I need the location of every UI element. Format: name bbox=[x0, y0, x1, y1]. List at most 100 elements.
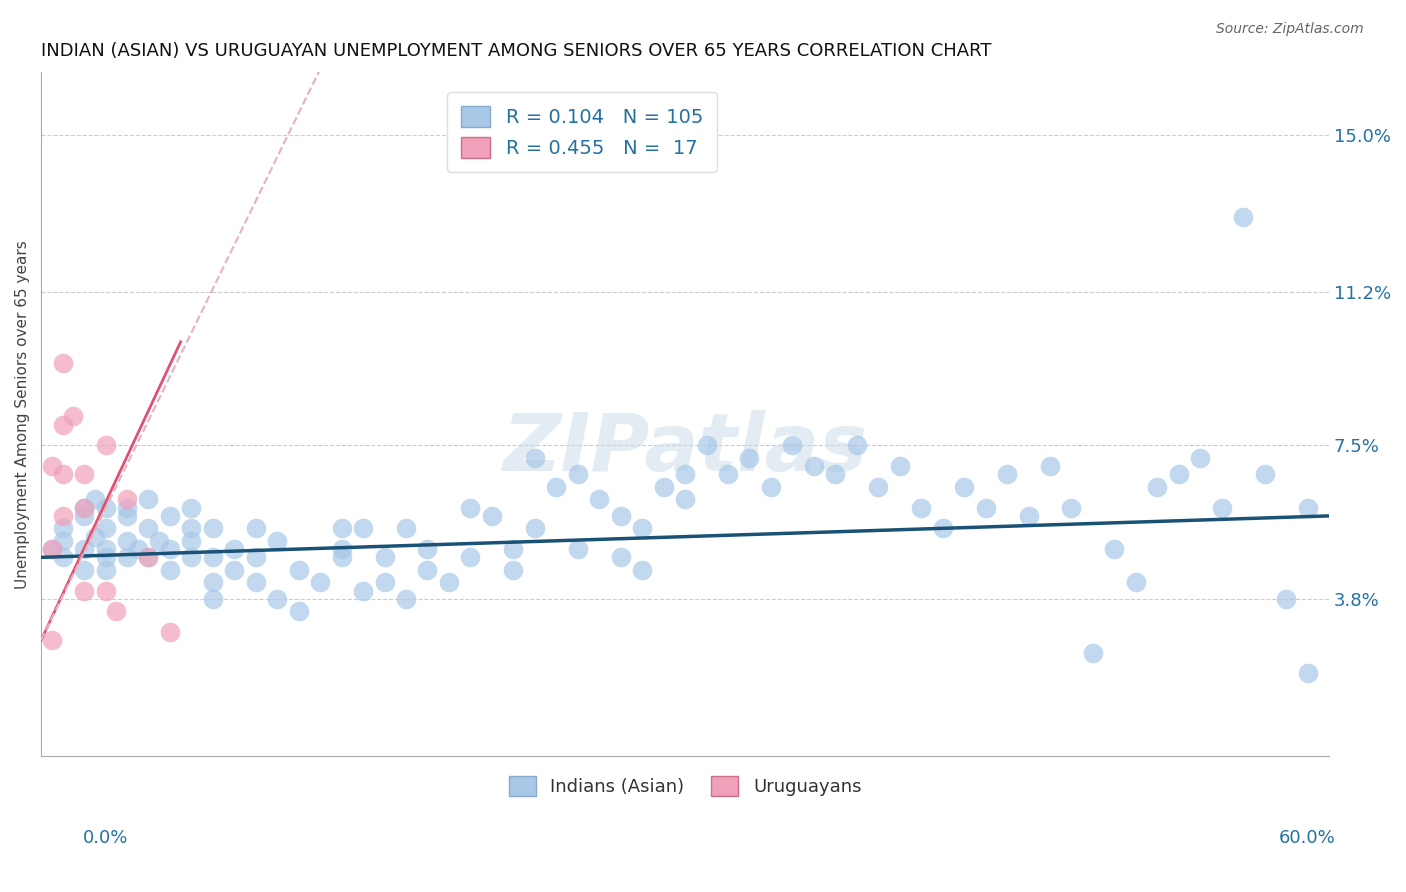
Point bbox=[115, 508, 138, 523]
Point bbox=[138, 550, 160, 565]
Point bbox=[245, 575, 267, 590]
Point bbox=[1125, 575, 1147, 590]
Point bbox=[717, 467, 740, 482]
Point bbox=[94, 521, 117, 535]
Point bbox=[41, 542, 63, 557]
Point bbox=[1232, 211, 1254, 225]
Point bbox=[180, 521, 202, 535]
Point bbox=[1060, 500, 1083, 515]
Point bbox=[41, 459, 63, 474]
Point bbox=[201, 575, 224, 590]
Point bbox=[52, 550, 75, 565]
Point bbox=[94, 563, 117, 577]
Point bbox=[41, 542, 63, 557]
Point bbox=[910, 500, 932, 515]
Point bbox=[159, 542, 181, 557]
Point bbox=[673, 467, 696, 482]
Point bbox=[330, 542, 353, 557]
Point bbox=[609, 550, 631, 565]
Point bbox=[52, 521, 75, 535]
Point bbox=[953, 480, 976, 494]
Point bbox=[224, 542, 246, 557]
Point bbox=[502, 542, 524, 557]
Point bbox=[1189, 450, 1212, 465]
Point bbox=[631, 521, 654, 535]
Point bbox=[374, 575, 396, 590]
Point bbox=[94, 438, 117, 452]
Point bbox=[759, 480, 782, 494]
Point bbox=[845, 438, 868, 452]
Point bbox=[73, 500, 96, 515]
Point bbox=[73, 583, 96, 598]
Point bbox=[974, 500, 997, 515]
Point bbox=[105, 604, 128, 618]
Point bbox=[201, 591, 224, 606]
Point bbox=[159, 624, 181, 639]
Point bbox=[41, 633, 63, 648]
Point bbox=[1211, 500, 1233, 515]
Point bbox=[201, 521, 224, 535]
Point bbox=[52, 417, 75, 432]
Point bbox=[115, 533, 138, 548]
Point bbox=[696, 438, 718, 452]
Point bbox=[180, 550, 202, 565]
Point bbox=[567, 542, 589, 557]
Text: ZIPatlas: ZIPatlas bbox=[502, 409, 868, 488]
Point bbox=[1039, 459, 1062, 474]
Legend: Indians (Asian), Uruguayans: Indians (Asian), Uruguayans bbox=[499, 767, 870, 805]
Point bbox=[94, 500, 117, 515]
Point bbox=[824, 467, 846, 482]
Point bbox=[94, 550, 117, 565]
Point bbox=[287, 563, 309, 577]
Point bbox=[127, 542, 149, 557]
Point bbox=[1146, 480, 1168, 494]
Point bbox=[330, 550, 353, 565]
Point bbox=[1275, 591, 1298, 606]
Point bbox=[523, 521, 546, 535]
Text: Source: ZipAtlas.com: Source: ZipAtlas.com bbox=[1216, 22, 1364, 37]
Point bbox=[782, 438, 804, 452]
Point bbox=[868, 480, 890, 494]
Point bbox=[52, 355, 75, 369]
Point bbox=[52, 467, 75, 482]
Point bbox=[52, 508, 75, 523]
Point bbox=[352, 583, 374, 598]
Point bbox=[73, 563, 96, 577]
Point bbox=[73, 467, 96, 482]
Point bbox=[159, 563, 181, 577]
Point bbox=[1253, 467, 1275, 482]
Point bbox=[460, 550, 482, 565]
Point bbox=[889, 459, 911, 474]
Point bbox=[437, 575, 460, 590]
Point bbox=[995, 467, 1018, 482]
Point bbox=[673, 492, 696, 507]
Point bbox=[631, 563, 654, 577]
Point bbox=[245, 550, 267, 565]
Point bbox=[652, 480, 675, 494]
Point bbox=[309, 575, 332, 590]
Point bbox=[1018, 508, 1040, 523]
Point bbox=[502, 563, 524, 577]
Point bbox=[62, 409, 84, 424]
Point bbox=[287, 604, 309, 618]
Point bbox=[94, 542, 117, 557]
Text: 60.0%: 60.0% bbox=[1279, 830, 1336, 847]
Point bbox=[224, 563, 246, 577]
Point bbox=[546, 480, 568, 494]
Point bbox=[138, 550, 160, 565]
Point bbox=[115, 492, 138, 507]
Point bbox=[416, 542, 439, 557]
Point bbox=[115, 500, 138, 515]
Point bbox=[115, 550, 138, 565]
Point bbox=[201, 550, 224, 565]
Point bbox=[803, 459, 825, 474]
Point bbox=[266, 591, 288, 606]
Y-axis label: Unemployment Among Seniors over 65 years: Unemployment Among Seniors over 65 years bbox=[15, 240, 30, 589]
Point bbox=[94, 583, 117, 598]
Point bbox=[73, 508, 96, 523]
Point bbox=[460, 500, 482, 515]
Point bbox=[52, 533, 75, 548]
Point bbox=[609, 508, 631, 523]
Point bbox=[159, 508, 181, 523]
Point bbox=[1081, 646, 1104, 660]
